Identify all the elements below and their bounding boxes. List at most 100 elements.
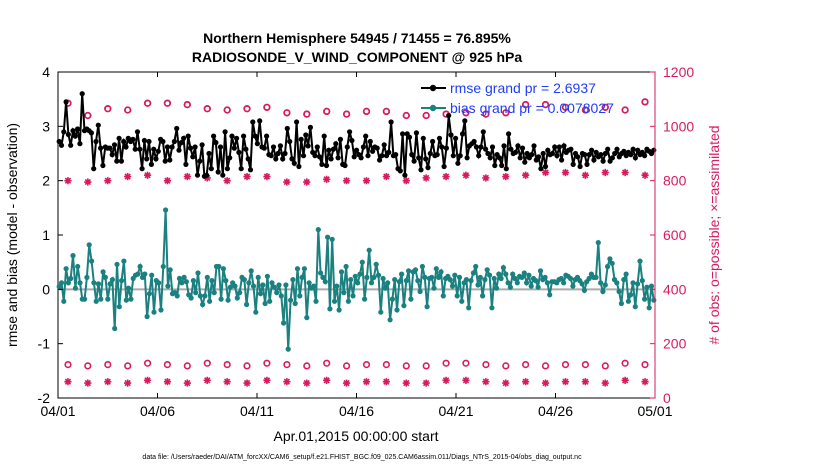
- rmse-point: [273, 156, 279, 162]
- obs-possible-low-upper-marker: [84, 362, 92, 370]
- bias-point: [600, 288, 606, 295]
- obs-assimilated-marker: [263, 172, 271, 181]
- bias-point: [433, 266, 439, 272]
- rmse-point: [229, 133, 235, 139]
- obs-assimilated-low-marker: [541, 379, 550, 387]
- bias-point: [144, 313, 150, 320]
- obs-possible-low-upper-marker: [124, 362, 132, 370]
- bias-point: [521, 270, 527, 276]
- bias-point: [466, 305, 472, 311]
- obs-possible-low-upper-marker: [581, 361, 590, 369]
- bias-point: [651, 297, 657, 303]
- rmse-point: [406, 134, 413, 140]
- rmse-point: [192, 144, 198, 150]
- y-tick-label-left: -1: [38, 336, 51, 352]
- rmse-point: [393, 152, 399, 158]
- rmse-point: [236, 149, 242, 155]
- bias-point: [489, 305, 495, 311]
- bias-point: [151, 309, 157, 315]
- obs-assimilated-marker: [223, 177, 231, 185]
- bias-point: [357, 271, 363, 277]
- bias-point: [394, 307, 400, 313]
- rmse-point: [257, 118, 263, 124]
- rmse-point: [381, 142, 387, 148]
- rmse-point: [77, 141, 83, 147]
- rmse-point: [303, 132, 309, 138]
- rmse-point: [508, 146, 514, 152]
- bias-point: [237, 290, 243, 296]
- bias-point: [109, 277, 115, 283]
- bias-point: [283, 282, 289, 288]
- rmse-point: [577, 163, 583, 170]
- bias-point: [61, 298, 67, 304]
- bias-point: [510, 271, 516, 277]
- obs-assimilated-marker: [124, 172, 132, 181]
- bias-point: [500, 265, 506, 271]
- obs-assimilated-marker: [84, 178, 92, 186]
- obs-possible-daily-marker: [183, 100, 191, 109]
- obs-assimilated-marker: [382, 172, 390, 181]
- bias-point: [459, 298, 465, 304]
- rmse-point: [107, 145, 113, 151]
- bias-point: [493, 285, 500, 291]
- y-tick-label-left: 0: [42, 281, 50, 297]
- rmse-point: [489, 144, 496, 150]
- rmse-point: [317, 154, 323, 160]
- bias-point: [331, 298, 338, 304]
- bias-point: [512, 275, 518, 282]
- rmse-point: [79, 91, 85, 97]
- obs-possible-low-upper-marker: [343, 362, 351, 370]
- rmse-point: [425, 165, 431, 171]
- rmse-point: [512, 149, 519, 155]
- rmse-point: [243, 146, 249, 152]
- chart-title-line-2: RADIOSONDE_V_WIND_COMPONENT @ 925 hPa: [192, 49, 522, 65]
- rmse-point: [487, 155, 493, 161]
- bias-point: [68, 275, 74, 282]
- rmse-point: [342, 162, 348, 169]
- bias-point: [193, 290, 199, 296]
- bias-point: [352, 273, 358, 279]
- rmse-point: [609, 155, 616, 161]
- bias-point: [338, 269, 345, 275]
- bias-point: [112, 325, 118, 332]
- obs-possible-daily-marker: [203, 105, 211, 113]
- rmse-point: [100, 162, 106, 169]
- bias-point: [197, 293, 203, 299]
- rmse-point: [635, 147, 641, 153]
- bias-point: [98, 296, 104, 302]
- bias-point: [345, 298, 351, 304]
- rmse-point: [261, 145, 267, 151]
- rmse-point: [600, 158, 606, 164]
- bias-point: [519, 274, 525, 280]
- obs-possible-daily-marker: [343, 110, 351, 118]
- obs-assimilated-low-marker: [601, 379, 609, 387]
- obs-possible-low-upper-marker: [64, 361, 72, 369]
- rmse-point: [561, 143, 567, 149]
- rmse-point: [296, 163, 302, 170]
- bias-point: [278, 293, 284, 299]
- y-axis-label-left: rmse and bias (model - observation): [4, 123, 20, 347]
- obs-assimilated-low-marker: [502, 379, 510, 387]
- rmse-point: [93, 138, 99, 145]
- rmse-point: [111, 142, 118, 148]
- obs-possible-daily-marker: [144, 99, 152, 107]
- obs-assimilated-marker: [163, 177, 172, 185]
- obs-count-layer: [64, 98, 649, 387]
- rmse-point: [529, 152, 535, 158]
- rmse-point: [153, 156, 159, 162]
- y-tick-label-right: 0: [663, 390, 671, 406]
- bias-point: [294, 266, 301, 272]
- obs-assimilated-low-marker: [124, 379, 132, 387]
- rmse-point: [254, 141, 260, 147]
- bias-point: [119, 278, 125, 284]
- obs-possible-low-upper-marker: [323, 359, 331, 367]
- bias-point: [218, 296, 224, 302]
- bias-point: [628, 292, 634, 298]
- rmse-point: [353, 147, 360, 153]
- bias-point: [181, 274, 187, 280]
- rmse-point: [280, 156, 286, 162]
- rmse-point: [185, 133, 191, 139]
- rmse-point: [162, 158, 168, 164]
- bias-point: [602, 282, 608, 288]
- obs-possible-daily-marker: [243, 105, 251, 113]
